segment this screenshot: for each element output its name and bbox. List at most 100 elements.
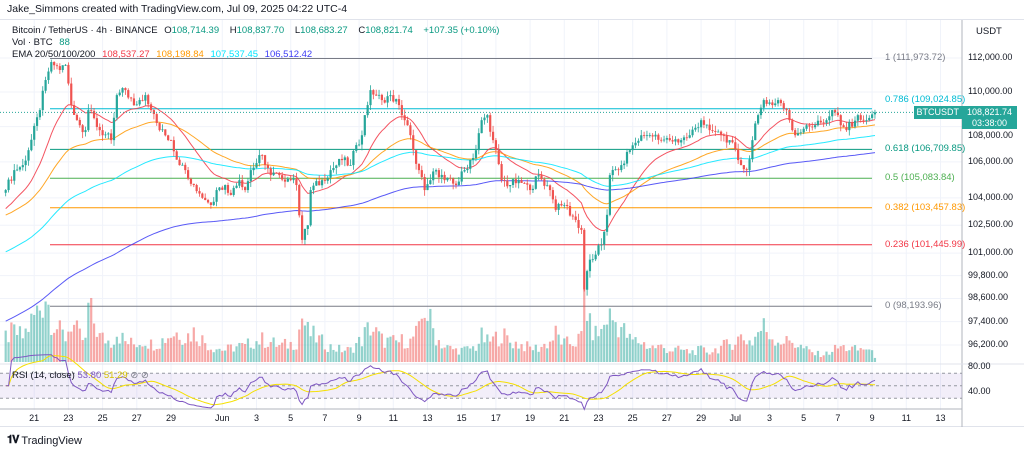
candle-body [332, 168, 335, 171]
volume-bar [523, 351, 526, 362]
candle-body [141, 99, 144, 101]
candle-body [127, 90, 130, 98]
volume-bar [366, 322, 369, 362]
volume-bar [566, 336, 569, 362]
candle-body [432, 171, 435, 181]
candle-body [95, 118, 98, 127]
candle-body [657, 134, 660, 140]
candle-body [395, 99, 398, 102]
volume-bar [403, 348, 406, 362]
candle-body [603, 231, 606, 245]
candle-body [53, 62, 56, 66]
candle-body [828, 116, 831, 121]
volume-bar [791, 342, 794, 362]
hidden-icon[interactable]: ⊘ [130, 370, 139, 381]
volume-bar [363, 327, 366, 362]
candle-body [169, 140, 173, 141]
currency-label[interactable]: USDT [976, 26, 1002, 37]
candle-body [67, 64, 70, 84]
candle-body [506, 180, 509, 187]
candle-body [503, 180, 506, 181]
candle-body [206, 200, 210, 203]
volume-bar [511, 348, 515, 362]
volume-bar [859, 348, 862, 362]
candle-body [654, 134, 657, 137]
candle-body [640, 135, 643, 141]
candle-body [298, 185, 301, 216]
candle-body [648, 135, 651, 137]
volume-bar [90, 297, 93, 362]
tradingview-logo[interactable]: 𝟏𝐕 TradingView [7, 434, 82, 447]
candle-body [303, 228, 307, 240]
candle-body [799, 132, 802, 134]
volume-bar [668, 351, 671, 362]
candle-body [457, 181, 460, 186]
candle-body [75, 114, 79, 120]
volume-bar [503, 328, 506, 362]
volume-bar [657, 344, 660, 362]
candle-body [375, 94, 378, 96]
candle-body [360, 135, 364, 145]
candle-body [833, 110, 837, 113]
volume-bar [232, 351, 235, 362]
volume-bar [520, 344, 523, 362]
volume-bar [662, 348, 666, 362]
volume-bar [215, 349, 218, 362]
candle-body [540, 175, 543, 180]
hidden-icon[interactable]: ⊘ [140, 370, 149, 381]
tradingview-logo-icon: 𝟏𝐕 [7, 434, 19, 446]
volume-bar [754, 336, 757, 362]
candle-body [16, 169, 19, 171]
volume-bar [697, 346, 700, 362]
volume-bar [53, 332, 56, 362]
candle-body [788, 110, 791, 121]
candle-body [751, 140, 754, 160]
candle-body [748, 159, 751, 171]
volume-bar [377, 331, 381, 362]
volume-bar [694, 355, 697, 362]
candle-body [702, 120, 706, 125]
volume-bar [221, 350, 224, 362]
symbol-price-badge: BTCUSDT [913, 106, 962, 120]
volume-bar [625, 337, 629, 362]
candle-body [848, 122, 851, 131]
candle-body [765, 100, 768, 104]
price-axis-label: 97,400.00 [968, 315, 1009, 326]
volume-bar [389, 336, 392, 362]
candle-body [363, 115, 366, 136]
volume-bar [788, 340, 791, 362]
candle-body [340, 158, 344, 161]
volume-bar [417, 321, 421, 362]
candle-body [246, 181, 250, 191]
candle-body [645, 135, 649, 137]
symbol-title[interactable]: Bitcoin / TetherUS · 4h · BINANCE [12, 25, 158, 36]
volume-bar [717, 353, 720, 362]
ema-label[interactable]: EMA 20/50/100/200 [12, 49, 96, 60]
time-axis-label: Jun [215, 413, 230, 423]
price-axis-label: 102,500.00 [968, 219, 1014, 230]
volume-bar [839, 346, 842, 362]
candle-body [426, 184, 429, 191]
volume-bar [554, 325, 557, 362]
candle-body [232, 187, 235, 195]
time-axis-label: 11 [388, 413, 398, 423]
fib-level-label: 0.382 (103,457.83) [885, 201, 966, 213]
candle-body [583, 229, 586, 290]
rsi-label[interactable]: RSI (14, close) [12, 370, 75, 381]
volume-bar [16, 334, 19, 362]
chart-frame[interactable] [0, 19, 1024, 427]
volume-bar [568, 344, 572, 362]
candle-body [742, 165, 745, 170]
candle-body [104, 134, 107, 136]
candle-body [705, 124, 708, 126]
candle-body [50, 62, 53, 72]
rsi-axis-label: 80.00 [968, 361, 991, 371]
candle-body [554, 199, 557, 210]
volume-bar [434, 345, 438, 362]
volume-label[interactable]: Vol · BTC [12, 37, 53, 48]
candle-body [796, 133, 800, 136]
candle-body [178, 159, 181, 166]
volume-bar [35, 305, 39, 362]
candle-body [489, 115, 492, 132]
